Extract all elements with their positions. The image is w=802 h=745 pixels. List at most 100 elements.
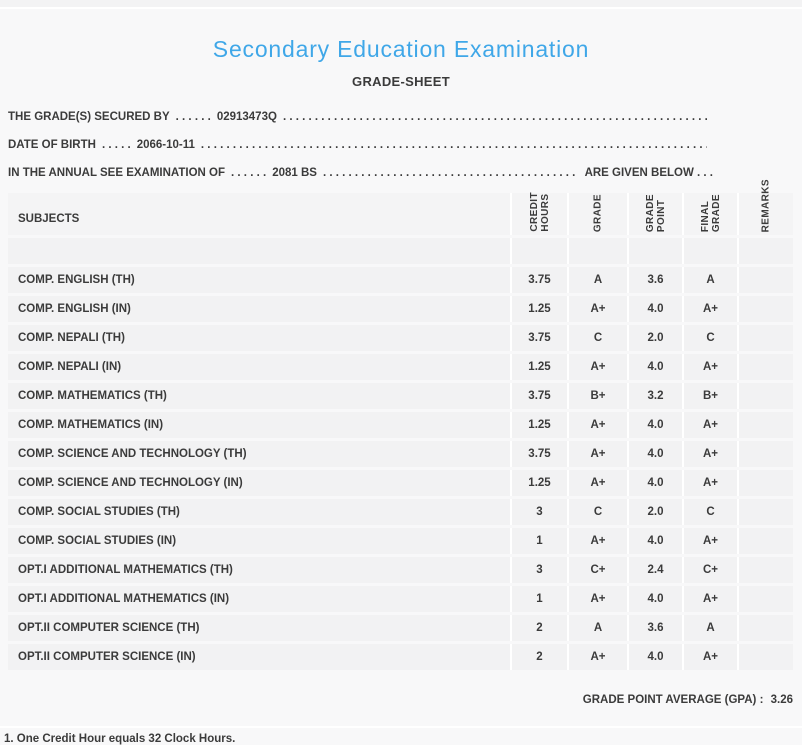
dotted-leader: . . . . . . . . . . . . . . . . . . . . … (322, 167, 579, 179)
remarks-cell (737, 644, 793, 670)
final-grade-cell: A+ (682, 586, 737, 612)
table-row: COMP. NEPALI (TH) 3.75 C 2.0 C (8, 325, 793, 351)
grade-point-cell: 4.0 (627, 296, 682, 322)
subject-cell: COMP. NEPALI (TH) (18, 332, 125, 344)
grade-point-cell: 2.0 (627, 325, 682, 351)
grade-header-label: GRADE (592, 193, 604, 232)
grade-sheet-subtitle: GRADE-SHEET (352, 74, 450, 89)
credit-hours-cell: 3.75 (510, 383, 567, 409)
info-prefix: DATE OF BIRTH (8, 139, 96, 151)
subject-cell: COMP. ENGLISH (TH) (18, 274, 135, 286)
grade-cell: A+ (567, 441, 627, 467)
credit-hours-cell (510, 238, 567, 264)
subject-cell: COMP. MATHEMATICS (IN) (18, 419, 164, 431)
credit-hours-cell: 3.75 (510, 325, 567, 351)
remarks-cell (737, 383, 793, 409)
grade-cell: C+ (567, 557, 627, 583)
bottom-divider (0, 726, 802, 728)
table-row: COMP. SCIENCE AND TECHNOLOGY (TH) 3.75 A… (8, 441, 793, 467)
subject-cell: OPT.II COMPUTER SCIENCE (IN) (18, 651, 196, 663)
date-of-birth-value: 2066-10-11 (136, 139, 195, 151)
top-strip (0, 0, 802, 9)
credit-hours-cell: 1 (510, 586, 567, 612)
dotted-leader: . . . . . (101, 139, 131, 151)
info-prefix: THE GRADE(S) SECURED BY (8, 111, 170, 123)
remarks-header-label: REMARKS (760, 178, 772, 232)
dotted-leader: . . . . . . (231, 167, 267, 179)
final-grade-cell: A+ (682, 441, 737, 467)
grade-point-cell: 4.0 (627, 412, 682, 438)
table-row: COMP. MATHEMATICS (TH) 3.75 B+ 3.2 B+ (8, 383, 793, 409)
credit-hours-cell: 1.25 (510, 296, 567, 322)
subjects-column-header: SUBJECTS (18, 213, 80, 225)
credit-hours-cell: 1 (510, 528, 567, 554)
credit-hours-header-label: CREDIT HOURS (528, 192, 551, 232)
credit-hours-cell: 3.75 (510, 441, 567, 467)
grade-point-cell: 4.0 (627, 528, 682, 554)
credit-hours-cell: 3 (510, 557, 567, 583)
footnote: 1. One Credit Hour equals 32 Clock Hours… (4, 733, 236, 745)
remarks-cell (737, 470, 793, 496)
remarks-column-header: REMARKS (737, 179, 793, 235)
credit-hours-cell: 2 (510, 644, 567, 670)
remarks-cell (737, 238, 793, 264)
grade-point-cell: 4.0 (627, 470, 682, 496)
grade-point-cell: 2.0 (627, 499, 682, 525)
final-grade-column-header: FINAL GRADE (682, 193, 737, 235)
grade-cell (567, 238, 627, 264)
grade-point-column-header: GRADE POINT (627, 193, 682, 235)
grade-column-header: GRADE (567, 193, 627, 235)
grade-cell: A (567, 267, 627, 293)
table-row (8, 238, 793, 264)
grade-cell: A+ (567, 412, 627, 438)
subject-cell (8, 238, 510, 264)
candidate-info-block: THE GRADE(S) SECURED BY . . . . . . 0291… (8, 103, 713, 187)
grade-point-cell: 3.6 (627, 267, 682, 293)
remarks-cell (737, 557, 793, 583)
credit-hours-cell: 3 (510, 499, 567, 525)
table-row: COMP. NEPALI (IN) 1.25 A+ 4.0 A+ (8, 354, 793, 380)
table-row: COMP. MATHEMATICS (IN) 1.25 A+ 4.0 A+ (8, 412, 793, 438)
grade-cell: A+ (567, 470, 627, 496)
remarks-cell (737, 528, 793, 554)
remarks-cell (737, 586, 793, 612)
examination-year-value: 2081 BS (272, 167, 317, 179)
credit-hours-cell: 1.25 (510, 354, 567, 380)
table-body: COMP. ENGLISH (TH) 3.75 A 3.6 A COMP. EN… (8, 238, 793, 670)
grade-cell: A (567, 615, 627, 641)
grade-point-cell: 4.0 (627, 644, 682, 670)
credit-hours-cell: 1.25 (510, 470, 567, 496)
final-grade-cell: C (682, 499, 737, 525)
info-prefix: IN THE ANNUAL SEE EXAMINATION OF (8, 167, 226, 179)
candidate-symbol-number: 02913473Q (216, 111, 277, 123)
final-grade-cell (682, 238, 737, 264)
credit-hours-cell: 2 (510, 615, 567, 641)
final-grade-cell: A+ (682, 412, 737, 438)
gpa-value: 3.26 (770, 694, 793, 706)
grade-point-cell: 4.0 (627, 441, 682, 467)
dotted-leader: . . . . . . . . . . . . . . . . . . . . … (200, 139, 707, 151)
info-line-grades-secured-by: THE GRADE(S) SECURED BY . . . . . . 0291… (8, 103, 713, 131)
subject-cell: COMP. SCIENCE AND TECHNOLOGY (TH) (18, 448, 247, 460)
gpa-label: GRADE POINT AVERAGE (GPA) : (582, 694, 764, 706)
grade-cell: C (567, 499, 627, 525)
gpa-summary: GRADE POINT AVERAGE (GPA) : 3.26 (0, 694, 793, 706)
table-header-row: SUBJECTS CREDIT HOURS GRADE GRADE POINT … (8, 179, 793, 235)
grade-cell: A+ (567, 644, 627, 670)
subject-cell: OPT.I ADDITIONAL MATHEMATICS (TH) (18, 564, 233, 576)
table-row: COMP. ENGLISH (IN) 1.25 A+ 4.0 A+ (8, 296, 793, 322)
final-grade-header-label: FINAL GRADE (699, 193, 722, 232)
subject-cell: COMP. SCIENCE AND TECHNOLOGY (IN) (18, 477, 243, 489)
final-grade-cell: C (682, 325, 737, 351)
final-grade-cell: A+ (682, 528, 737, 554)
table-row: COMP. SCIENCE AND TECHNOLOGY (IN) 1.25 A… (8, 470, 793, 496)
remarks-cell (737, 412, 793, 438)
final-grade-cell: A+ (682, 354, 737, 380)
subject-cell: COMP. SOCIAL STUDIES (IN) (18, 535, 177, 547)
remarks-cell (737, 354, 793, 380)
subject-cell: COMP. NEPALI (IN) (18, 361, 122, 373)
subject-cell: COMP. SOCIAL STUDIES (TH) (18, 506, 180, 518)
remarks-cell (737, 499, 793, 525)
grade-cell: A+ (567, 528, 627, 554)
grade-cell: B+ (567, 383, 627, 409)
